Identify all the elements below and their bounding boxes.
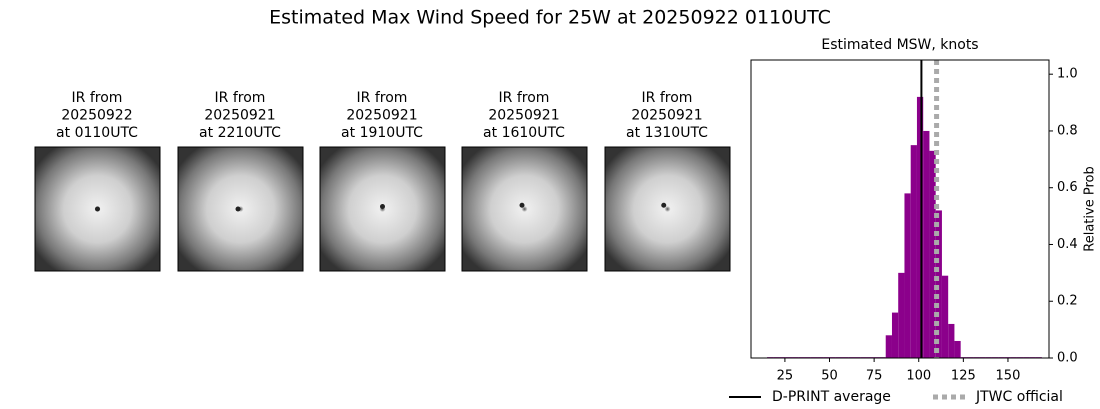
panel-label: IR from [72,90,123,106]
histogram-bar [916,96,924,359]
y-tick-label: 0.0 [1057,351,1078,366]
panel-label: 20250921 [204,108,275,124]
ir-image [461,146,588,272]
histogram-bar [910,145,917,358]
storm-eye [95,206,100,212]
histogram-bar [885,335,892,358]
x-tick-label: 50 [821,369,838,384]
histogram-bar [948,323,955,358]
panel-label: at 0110UTC [56,125,138,141]
histogram-bar [935,210,942,358]
histogram-bar [923,130,930,358]
histogram-bar [904,193,911,358]
ir-image [604,146,731,272]
panel-label: 20250921 [488,108,559,124]
chart-title: Estimated MSW, knots [821,37,978,53]
panel-label: 20250921 [346,108,417,124]
y-tick-label: 0.2 [1057,294,1078,309]
panel-label: IR from [499,90,550,106]
y-tick-label: 0.6 [1057,180,1078,195]
x-tick-label: 125 [951,369,976,384]
panel-label: at 1910UTC [341,125,423,141]
histogram-bar [898,272,905,358]
figure-title: Estimated Max Wind Speed for 25W at 2025… [269,7,831,29]
plot-frame [750,59,1050,359]
storm-eye [380,204,385,210]
storm-eye [519,202,525,208]
x-tick-label: 25 [777,369,794,384]
storm-eye [661,202,667,208]
y-tick-label: 0.4 [1057,237,1078,252]
panel-label: at 1310UTC [626,125,708,141]
histogram-bar [941,275,949,358]
y-tick-label: 0.8 [1057,123,1078,138]
panel-label: at 1610UTC [483,125,565,141]
y-tick-label: 1.0 [1057,67,1078,82]
storm-eye [235,206,241,212]
x-tick-label: 75 [866,369,883,384]
histogram-bar [954,340,961,358]
histogram-bar [929,150,936,358]
legend-label: JTWC official [975,389,1063,405]
panel-label: IR from [215,90,266,106]
legend-label: D-PRINT average [772,389,891,405]
histogram-bar [891,312,899,358]
panel-label: at 2210UTC [199,125,281,141]
histogram-chart: 25 50 75 100 125 150 0.0 0.2 0.4 0.6 0.8 1.0 Estimat… [729,37,1098,405]
panel-label: 20250922 [61,108,132,124]
panel-label: 20250921 [631,108,702,124]
panel-label: IR from [642,90,693,106]
y-axis-label: Relative Prob [1083,166,1098,251]
x-tick-label: 150 [996,369,1021,384]
panel-label: IR from [357,90,408,106]
x-tick-label: 100 [906,369,931,384]
